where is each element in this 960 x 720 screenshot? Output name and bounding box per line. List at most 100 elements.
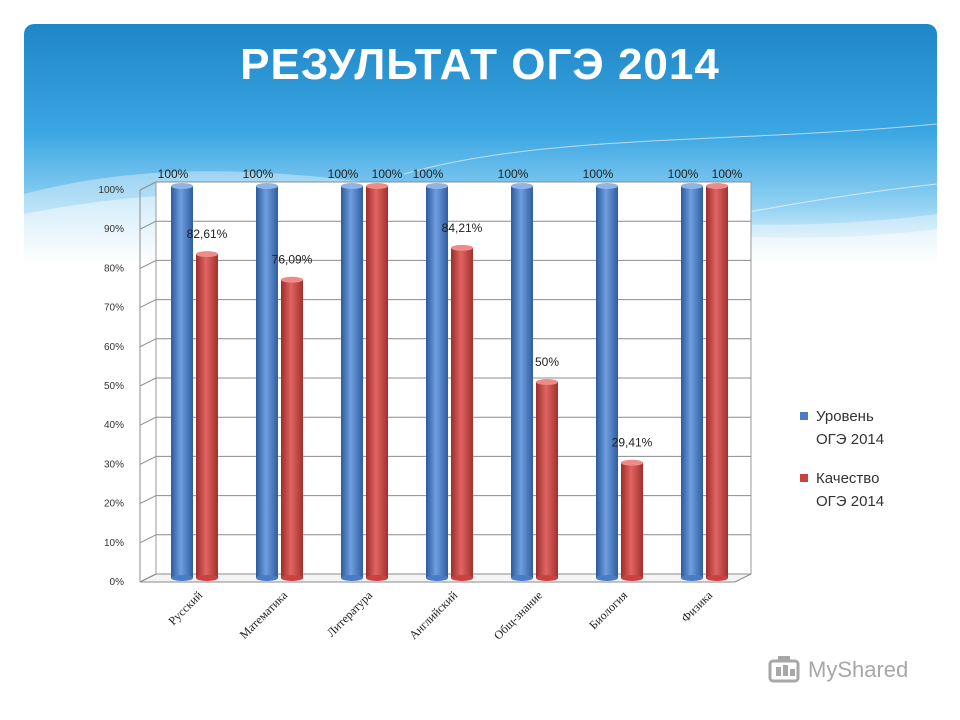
bar-quality-base-2 <box>366 575 388 581</box>
gridline-side <box>139 338 157 348</box>
y-tick-label: 100% <box>98 185 124 196</box>
legend-item-level: Уровень ОГЭ 2014 <box>800 405 950 451</box>
bar-level-base-1 <box>256 575 278 581</box>
bar-level-top-0 <box>171 183 193 189</box>
data-label-level-2: 100% <box>328 167 359 181</box>
bar-level-base-5 <box>596 575 618 581</box>
bar-quality-base-5 <box>621 575 643 581</box>
bar-quality-4 <box>536 382 558 578</box>
legend-label-quality-line1: Качество <box>816 470 880 487</box>
gridline-side <box>139 455 157 465</box>
bar-quality-base-6 <box>706 575 728 581</box>
y-tick-label: 90% <box>104 224 124 235</box>
bar-level-top-2 <box>341 183 363 189</box>
x-tick-label-2: Литература <box>324 588 376 640</box>
bar-quality-3 <box>451 247 473 579</box>
x-tick-label-6: Физика <box>678 588 715 625</box>
mortarboard-icon <box>768 656 800 683</box>
watermark: MyShared <box>768 655 908 685</box>
bar-level-top-3 <box>426 183 448 189</box>
bar-level-top-6 <box>681 183 703 189</box>
bar-level-0 <box>171 186 193 578</box>
bar-quality-2 <box>366 186 388 578</box>
data-label-level-1: 100% <box>243 167 274 181</box>
data-label-quality-5: 29,41% <box>612 436 653 450</box>
bar-quality-5 <box>621 462 643 578</box>
y-tick-label: 70% <box>104 303 124 314</box>
gridline-side <box>139 299 157 309</box>
bar-quality-base-3 <box>451 575 473 581</box>
data-label-quality-3: 84,21% <box>442 221 483 235</box>
data-label-level-6: 100% <box>668 167 699 181</box>
y-tick-label: 20% <box>104 499 124 510</box>
data-label-level-3: 100% <box>413 167 444 181</box>
chart-legend: Уровень ОГЭ 2014 Качество ОГЭ 2014 <box>800 405 950 529</box>
gridline-side <box>139 181 157 191</box>
bar-level-3 <box>426 186 448 578</box>
slide-title: РЕЗУЛЬТАТ ОГЭ 2014 <box>240 40 720 89</box>
bar-quality-0 <box>196 254 218 578</box>
legend-label-level-line1: Уровень <box>816 408 874 425</box>
data-label-level-0: 100% <box>158 167 189 181</box>
bar-quality-top-0 <box>196 251 218 258</box>
bar-level-6 <box>681 186 703 578</box>
bar-level-top-5 <box>596 183 618 189</box>
data-label-quality-4: 50% <box>535 355 559 369</box>
gridline-side <box>139 416 157 426</box>
bar-level-5 <box>596 186 618 578</box>
bar-quality-top-3 <box>451 244 473 251</box>
x-tick-label-4: Общ-знание <box>491 588 545 642</box>
data-label-quality-2: 100% <box>372 167 403 181</box>
gridline-side <box>139 534 157 544</box>
bar-quality-base-0 <box>196 575 218 581</box>
bar-quality-top-6 <box>706 183 728 189</box>
bar-level-base-3 <box>426 575 448 581</box>
bar-level-base-6 <box>681 575 703 581</box>
y-tick-label: 0% <box>110 577 125 588</box>
y-tick-label: 60% <box>104 342 124 353</box>
bar-level-1 <box>256 186 278 578</box>
bar-quality-6 <box>706 186 728 578</box>
gridline-side <box>139 573 157 583</box>
bar-quality-top-1 <box>281 276 303 283</box>
bar-level-2 <box>341 186 363 578</box>
bar-level-base-0 <box>171 575 193 581</box>
bar-quality-top-5 <box>621 459 643 466</box>
bar-level-base-4 <box>511 575 533 581</box>
bar-level-top-1 <box>256 183 278 189</box>
gridline-side <box>139 220 157 230</box>
y-tick-label: 10% <box>104 538 124 549</box>
bar-quality-base-1 <box>281 575 303 581</box>
data-label-quality-6: 100% <box>712 167 743 181</box>
bar-quality-1 <box>281 279 303 578</box>
gridline-side <box>139 377 157 387</box>
bar-quality-top-4 <box>536 379 558 385</box>
x-tick-label-0: Русский <box>166 588 206 628</box>
legend-item-quality: Качество ОГЭ 2014 <box>800 467 950 513</box>
y-tick-label: 80% <box>104 263 124 274</box>
data-label-quality-1: 76,09% <box>272 253 313 267</box>
gridline-side <box>139 495 157 505</box>
bar-level-base-2 <box>341 575 363 581</box>
y-tick-label: 40% <box>104 420 124 431</box>
x-tick-label-3: Английский <box>406 588 460 642</box>
watermark-text: MyShared <box>808 657 909 682</box>
legend-label-level-line2: ОГЭ 2014 <box>816 431 885 448</box>
bar-level-top-4 <box>511 183 533 189</box>
legend-label-quality-line2: ОГЭ 2014 <box>816 493 885 510</box>
bar-quality-base-4 <box>536 575 558 581</box>
x-tick-label-5: Биология <box>586 588 630 632</box>
legend-swatch-level <box>800 412 808 420</box>
gridline-side <box>139 259 157 269</box>
chart-bars <box>171 183 728 581</box>
y-tick-label: 50% <box>104 381 124 392</box>
data-label-level-4: 100% <box>498 167 529 181</box>
data-label-level-5: 100% <box>583 167 614 181</box>
bar-level-4 <box>511 186 533 578</box>
bar-quality-top-2 <box>366 183 388 189</box>
x-tick-label-1: Математика <box>237 588 291 642</box>
legend-swatch-quality <box>800 474 808 482</box>
y-tick-label: 30% <box>104 459 124 470</box>
data-label-quality-0: 82,61% <box>187 227 228 241</box>
